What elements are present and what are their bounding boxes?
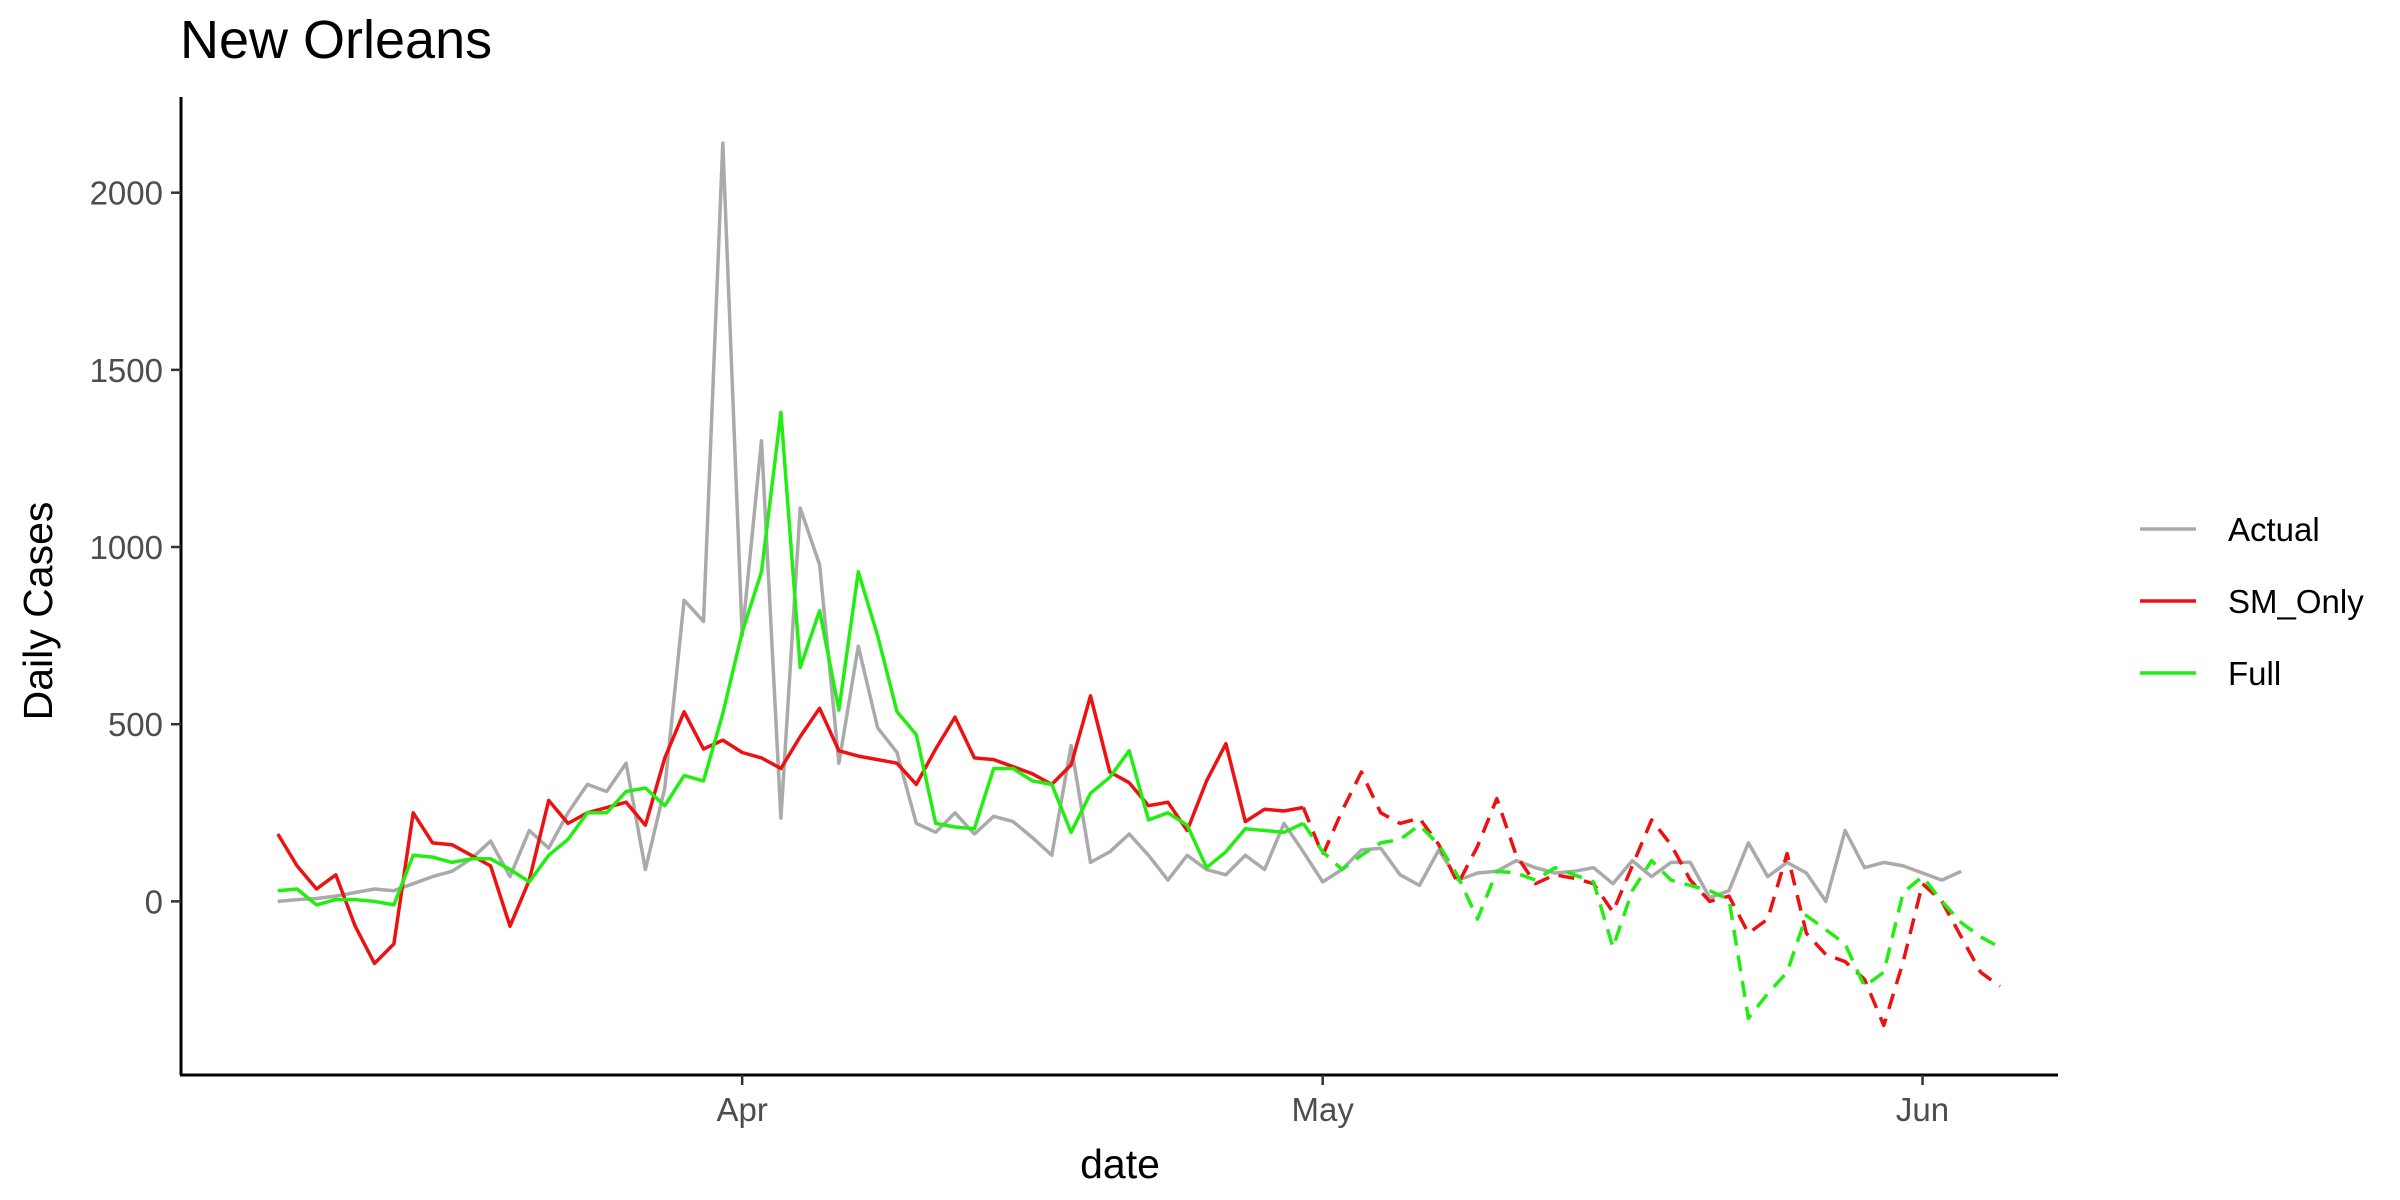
y-tick-label: 0 (145, 883, 163, 920)
legend-label-sm-only: SM_Only (2228, 583, 2364, 620)
legend-label-actual: Actual (2228, 511, 2320, 548)
series-layer (276, 141, 2001, 1028)
y-tick-label: 1500 (90, 352, 163, 389)
series-line-sm-only (276, 694, 1304, 966)
y-tick-label: 2000 (90, 175, 163, 212)
x-axis-title: date (1080, 1141, 1160, 1187)
x-tick-label: Apr (716, 1091, 767, 1128)
series-line-full-forecast (1301, 822, 2001, 1021)
y-tick-label: 1000 (90, 529, 163, 566)
series-line-actual (277, 141, 1962, 904)
series-line-sm-only-forecast (1301, 770, 2001, 1028)
x-tick-label: Jun (1896, 1091, 1949, 1128)
x-axis-ticks: Apr May Jun (716, 1075, 1949, 1128)
y-axis-title: Daily Cases (15, 502, 61, 721)
chart-title: New Orleans (180, 10, 492, 70)
y-axis-ticks: 0 500 1000 1500 2000 (90, 175, 181, 920)
legend-label-full: Full (2228, 655, 2281, 692)
x-tick-label: May (1292, 1091, 1355, 1128)
legend: Actual SM_Only Full (2140, 511, 2364, 692)
y-tick-label: 500 (108, 706, 163, 743)
series-line-full (277, 410, 1305, 907)
